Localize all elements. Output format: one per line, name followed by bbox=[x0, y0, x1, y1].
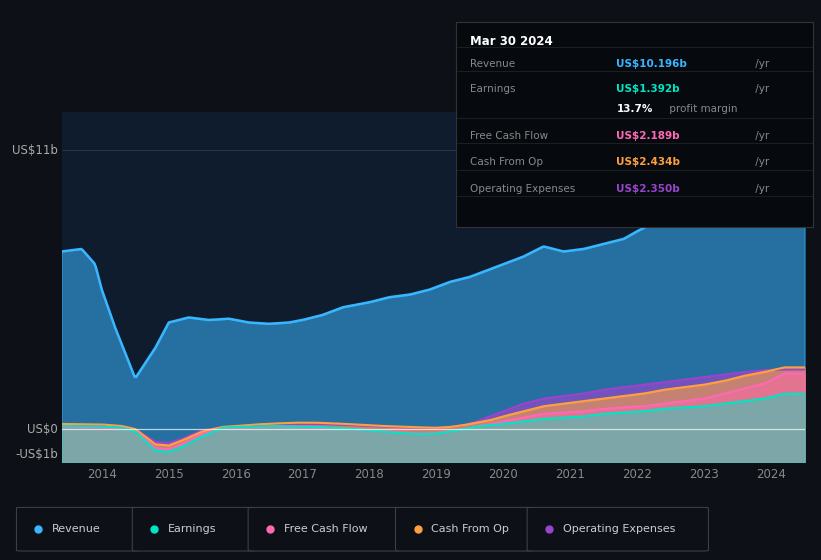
Text: Cash From Op: Cash From Op bbox=[470, 157, 543, 167]
Text: /yr: /yr bbox=[752, 130, 769, 141]
Text: profit margin: profit margin bbox=[667, 104, 738, 114]
Text: Revenue: Revenue bbox=[52, 524, 101, 534]
Text: US$1.392b: US$1.392b bbox=[617, 84, 680, 94]
Text: Free Cash Flow: Free Cash Flow bbox=[283, 524, 367, 534]
Text: US$2.189b: US$2.189b bbox=[617, 130, 680, 141]
Text: US$2.350b: US$2.350b bbox=[617, 184, 680, 194]
Text: /yr: /yr bbox=[752, 84, 769, 94]
Text: /yr: /yr bbox=[752, 157, 769, 167]
Text: US$10.196b: US$10.196b bbox=[617, 59, 687, 69]
Text: Operating Expenses: Operating Expenses bbox=[562, 524, 675, 534]
Text: Operating Expenses: Operating Expenses bbox=[470, 184, 576, 194]
Text: US$0: US$0 bbox=[27, 423, 57, 436]
Text: Mar 30 2024: Mar 30 2024 bbox=[470, 35, 553, 48]
Text: US$11b: US$11b bbox=[12, 143, 57, 157]
FancyBboxPatch shape bbox=[132, 507, 255, 551]
Text: /yr: /yr bbox=[752, 59, 769, 69]
Text: Earnings: Earnings bbox=[470, 84, 516, 94]
Text: US$2.434b: US$2.434b bbox=[617, 157, 681, 167]
FancyBboxPatch shape bbox=[16, 507, 139, 551]
FancyBboxPatch shape bbox=[396, 507, 534, 551]
FancyBboxPatch shape bbox=[527, 507, 709, 551]
FancyBboxPatch shape bbox=[248, 507, 401, 551]
Text: Cash From Op: Cash From Op bbox=[431, 524, 509, 534]
Text: Earnings: Earnings bbox=[167, 524, 216, 534]
Text: 13.7%: 13.7% bbox=[617, 104, 653, 114]
Text: Revenue: Revenue bbox=[470, 59, 515, 69]
Text: /yr: /yr bbox=[752, 184, 769, 194]
Text: -US$1b: -US$1b bbox=[15, 448, 57, 461]
Text: Free Cash Flow: Free Cash Flow bbox=[470, 130, 548, 141]
